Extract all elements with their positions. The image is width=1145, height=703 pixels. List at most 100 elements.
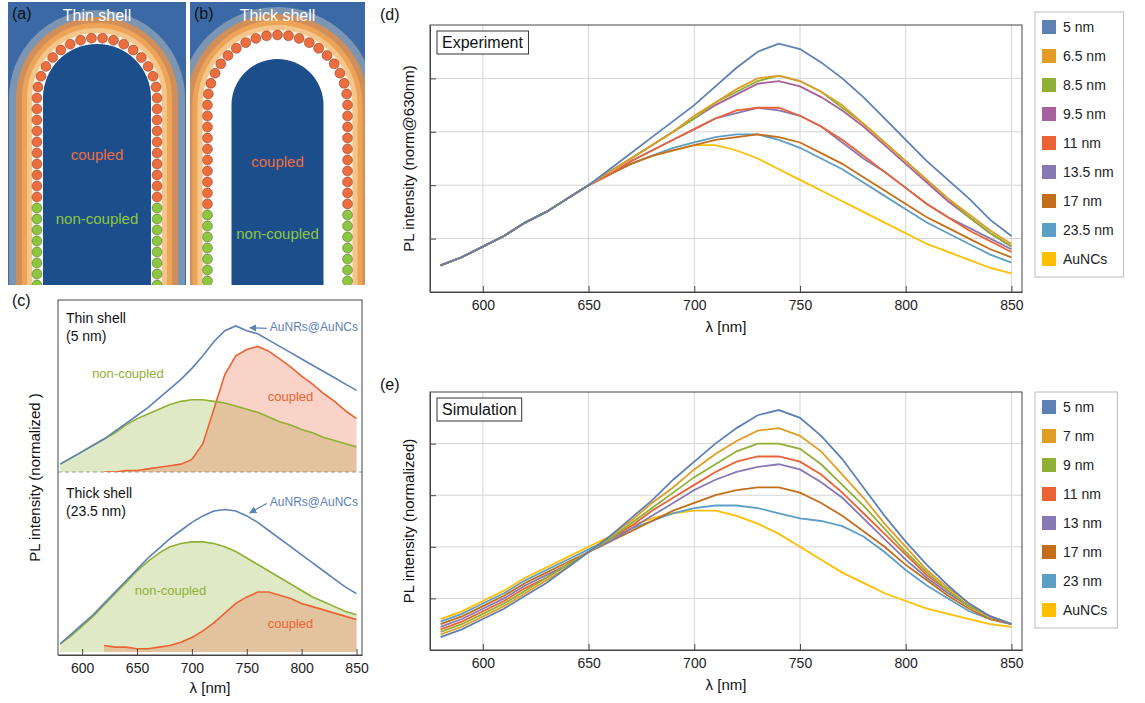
coupled-dot: [152, 181, 162, 191]
legend-label: 8.5 nm: [1063, 77, 1106, 93]
x-tick: 700: [181, 649, 205, 676]
grid-line-y: [430, 495, 1022, 496]
non-coupled-dot: [203, 210, 213, 220]
coupled-dot: [343, 111, 353, 121]
coupled-dot: [203, 144, 213, 154]
y-tick-mark: [430, 598, 436, 599]
series-line: [441, 108, 1012, 266]
coupled-dot: [304, 38, 314, 48]
coupled-dot: [32, 93, 42, 103]
x-tick-label: 650: [577, 297, 601, 313]
grid-line-x: [905, 25, 906, 292]
series-line: [441, 134, 1012, 265]
x-tick-mark: [82, 649, 83, 655]
legend-swatch: [1042, 194, 1056, 208]
x-tick-label: 800: [290, 660, 314, 676]
grid: [430, 392, 1022, 650]
series-line: [441, 76, 1012, 266]
x-tick: 750: [789, 286, 813, 313]
diagram-title: Thick shell: [240, 7, 316, 24]
coupled-dot: [294, 33, 304, 43]
x-tick-mark: [589, 644, 590, 650]
x-tick: 850: [1000, 286, 1024, 313]
non-coupled-dot: [32, 214, 42, 224]
line-panel: 600650700750800850λ [nm]PL intensity (no…: [380, 376, 1117, 693]
coupled-dot: [136, 53, 146, 63]
y-axis-title: PL intensity (norm@630nm): [400, 65, 417, 251]
panel-label: (e): [380, 376, 400, 393]
x-axis-title: λ [nm]: [190, 679, 231, 696]
x-tick: 800: [895, 286, 919, 313]
series-label: coupled: [71, 146, 124, 163]
shell-region: [208, 35, 348, 285]
coupled-dot: [36, 71, 46, 81]
x-tick: 800: [895, 644, 919, 671]
legend-label: 17 nm: [1063, 544, 1102, 560]
series-line: [60, 326, 356, 464]
coupled-dot: [152, 148, 162, 158]
x-axis: 600650700750800850: [431, 286, 1024, 313]
grid-line-y: [430, 238, 1022, 239]
coupled-dot: [32, 137, 42, 147]
coupled-dot: [335, 68, 345, 78]
coupled-dot: [152, 93, 162, 103]
x-tick: 750: [789, 644, 813, 671]
series-line: [441, 428, 1012, 634]
x-tick-mark: [302, 649, 303, 655]
non-coupled-dot: [152, 236, 162, 246]
series-line: [441, 76, 1012, 266]
coupled-dot: [203, 188, 213, 198]
non-coupled-dot: [152, 225, 162, 235]
legend-swatch: [1042, 20, 1056, 34]
x-tick: 700: [683, 644, 707, 671]
shell-glow: [37, 38, 157, 285]
legend-frame: [1035, 392, 1117, 628]
series-line: [60, 542, 356, 644]
coupled-dot: [343, 177, 353, 187]
non-coupled-dot: [203, 221, 213, 231]
plot-lines: [441, 410, 1012, 637]
legend-swatch: [1042, 78, 1056, 92]
non-coupled-dot: [343, 232, 353, 242]
legend-label: 13 nm: [1063, 515, 1102, 531]
legend-swatch: [1042, 429, 1056, 443]
plot-title: Simulation: [442, 401, 517, 418]
coupled-dot: [203, 166, 213, 176]
coupled-dot: [32, 115, 42, 125]
panel-label: (c): [12, 292, 31, 309]
grid-line-x: [800, 25, 801, 292]
x-tick: 600: [472, 644, 496, 671]
coupled-dot: [151, 82, 161, 92]
series-area: [60, 542, 356, 652]
x-tick-mark: [1011, 286, 1012, 292]
x-tick-label: 800: [895, 297, 919, 313]
legend-frame: [1035, 12, 1124, 277]
y-tick-mark: [430, 185, 436, 186]
coupled-dot: [32, 159, 42, 169]
coupled-dot: [41, 61, 51, 71]
coupled-dot: [322, 51, 332, 61]
x-tick-mark: [1011, 644, 1012, 650]
x-tick-mark: [192, 649, 193, 655]
non-coupled-dot: [32, 258, 42, 268]
y-tick-mark: [430, 78, 436, 79]
legend-label: 5 nm: [1063, 399, 1094, 415]
y-axis-title: PL intensity (normalized ): [26, 393, 43, 562]
shell-glow: [208, 35, 348, 285]
x-tick: 600: [71, 649, 95, 676]
non-coupled-dot: [32, 280, 42, 285]
x-tick: 700: [683, 286, 707, 313]
x-tick-mark: [906, 286, 907, 292]
non-coupled-dot: [343, 210, 353, 220]
plot-frame: [430, 392, 1022, 650]
coupled-dot: [251, 33, 261, 43]
x-tick: 850: [1000, 644, 1024, 671]
y-tick: [430, 547, 436, 548]
subplot-title: Thin shell: [66, 310, 126, 326]
coupled-dot: [343, 122, 353, 132]
coupled-dot: [152, 137, 162, 147]
title-box: [437, 31, 528, 54]
coupled-dot: [273, 30, 283, 40]
x-tick-label: 650: [577, 655, 601, 671]
coupled-dot: [203, 133, 213, 143]
